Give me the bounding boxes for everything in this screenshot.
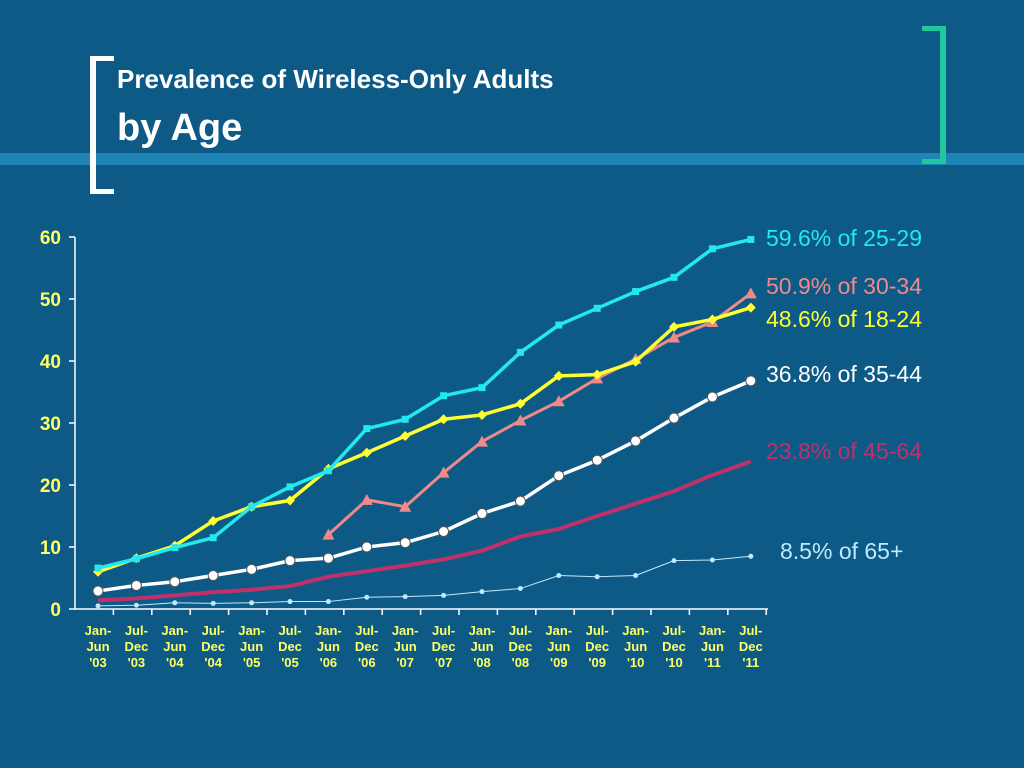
x-tick-label: Jan-Jun '11 xyxy=(699,623,726,670)
data-point-age-35-44 xyxy=(477,509,487,519)
y-tick-label: 40 xyxy=(40,352,61,373)
data-point-age-18-24 xyxy=(439,414,449,424)
x-tick-label: Jan-Jun '08 xyxy=(469,623,496,670)
data-point-age-65-plus xyxy=(441,593,446,598)
data-point-age-35-44 xyxy=(400,538,410,548)
data-point-age-65-plus xyxy=(288,599,293,604)
x-tick-label: Jan-Jun '04 xyxy=(161,623,188,670)
series-end-label-age-35-44: 36.8% of 35-44 xyxy=(766,361,922,387)
data-point-age-65-plus xyxy=(364,595,369,600)
data-point-age-65-plus xyxy=(134,603,139,608)
series-line-age-18-24 xyxy=(98,308,751,572)
data-point-age-35-44 xyxy=(746,376,756,386)
data-point-age-65-plus xyxy=(710,558,715,563)
x-tick-label: Jul-Dec '07 xyxy=(432,623,456,670)
data-point-age-65-plus xyxy=(96,603,101,608)
data-point-age-25-29 xyxy=(632,288,639,295)
data-point-age-30-34 xyxy=(745,287,757,298)
data-point-age-35-44 xyxy=(285,556,295,566)
line-chart: 0 10 20 30 40 50 60 Jan-Jun '03 Jul-Dec '03 Jan-Jun… xyxy=(0,0,1024,768)
x-tick-label: Jul-Dec '05 xyxy=(278,623,302,670)
data-point-age-35-44 xyxy=(362,542,372,552)
series-end-label-age-25-29: 59.6% of 25-29 xyxy=(766,225,922,251)
y-tick-label: 0 xyxy=(50,600,61,621)
x-tick-label: Jul-Dec '09 xyxy=(585,623,609,670)
data-point-age-35-44 xyxy=(669,413,679,423)
data-point-age-18-24 xyxy=(400,431,410,441)
data-point-age-30-34 xyxy=(553,395,565,406)
data-point-age-65-plus xyxy=(556,573,561,578)
y-tick-label: 30 xyxy=(40,414,61,435)
x-tick-label: Jan-Jun '07 xyxy=(392,623,419,670)
data-point-age-25-29 xyxy=(133,555,140,562)
data-point-age-35-44 xyxy=(247,564,257,574)
series-end-label-age-45-64: 23.8% of 45-64 xyxy=(766,438,922,464)
data-point-age-35-44 xyxy=(554,471,564,481)
y-tick-label: 10 xyxy=(40,538,61,559)
data-point-age-35-44 xyxy=(170,577,180,587)
data-point-age-25-29 xyxy=(671,274,678,281)
data-point-age-25-29 xyxy=(210,534,217,541)
data-point-age-25-29 xyxy=(440,392,447,399)
data-point-age-35-44 xyxy=(515,496,525,506)
series-end-label-age-30-34: 50.9% of 30-34 xyxy=(766,273,922,299)
series-line-age-25-29 xyxy=(98,239,751,568)
data-point-age-25-29 xyxy=(709,245,716,252)
x-tick-label: Jul-Dec '11 xyxy=(739,623,763,670)
x-tick-label: Jan-Jun '06 xyxy=(315,623,342,670)
data-point-age-25-29 xyxy=(479,384,486,391)
data-point-age-35-44 xyxy=(707,392,717,402)
data-point-age-35-44 xyxy=(592,455,602,465)
data-point-age-65-plus xyxy=(249,600,254,605)
data-point-age-25-29 xyxy=(402,416,409,423)
data-point-age-25-29 xyxy=(747,236,754,243)
data-point-age-30-34 xyxy=(476,436,488,447)
x-tick-label: Jul-Dec '10 xyxy=(662,623,686,670)
data-point-age-18-24 xyxy=(362,448,372,458)
data-point-age-18-24 xyxy=(746,303,756,313)
data-point-age-35-44 xyxy=(208,571,218,581)
y-tick-label: 50 xyxy=(40,290,61,311)
data-point-age-25-29 xyxy=(287,483,294,490)
data-point-age-35-44 xyxy=(439,527,449,537)
x-tick-label: Jul-Dec '06 xyxy=(355,623,379,670)
data-point-age-65-plus xyxy=(172,600,177,605)
data-point-age-25-29 xyxy=(517,349,524,356)
data-point-age-65-plus xyxy=(403,594,408,599)
x-tick-label: Jul-Dec '04 xyxy=(201,623,225,670)
data-point-age-65-plus xyxy=(595,574,600,579)
data-point-age-35-44 xyxy=(323,553,333,563)
series-end-label-age-18-24: 48.6% of 18-24 xyxy=(766,306,922,332)
data-point-age-65-plus xyxy=(748,554,753,559)
data-point-age-35-44 xyxy=(631,436,641,446)
x-tick-label: Jan-Jun '03 xyxy=(85,623,112,670)
data-point-age-25-29 xyxy=(95,565,102,572)
data-point-age-65-plus xyxy=(518,586,523,591)
x-tick-label: Jan-Jun '05 xyxy=(238,623,265,670)
data-point-age-25-29 xyxy=(555,322,562,329)
x-tick-label: Jul-Dec '08 xyxy=(508,623,532,670)
data-point-age-25-29 xyxy=(363,425,370,432)
data-point-age-18-24 xyxy=(477,410,487,420)
y-tick-label: 60 xyxy=(40,228,61,249)
data-point-age-65-plus xyxy=(326,599,331,604)
data-point-age-65-plus xyxy=(211,601,216,606)
data-point-age-35-44 xyxy=(93,586,103,596)
y-tick-label: 20 xyxy=(40,476,61,497)
data-point-age-65-plus xyxy=(480,589,485,594)
data-point-age-65-plus xyxy=(672,558,677,563)
data-point-age-25-29 xyxy=(248,503,255,510)
data-point-age-35-44 xyxy=(131,580,141,590)
data-point-age-65-plus xyxy=(633,573,638,578)
series-line-age-30-34 xyxy=(328,293,750,534)
data-point-age-25-29 xyxy=(325,467,332,474)
data-point-age-25-29 xyxy=(171,544,178,551)
series-end-label-age-65-plus: 8.5% of 65+ xyxy=(780,538,903,564)
series-line-age-35-44 xyxy=(98,381,751,591)
data-point-age-25-29 xyxy=(594,305,601,312)
x-tick-label: Jan-Jun '10 xyxy=(622,623,649,670)
x-tick-label: Jan-Jun '09 xyxy=(545,623,572,670)
x-tick-label: Jul-Dec '03 xyxy=(124,623,148,670)
